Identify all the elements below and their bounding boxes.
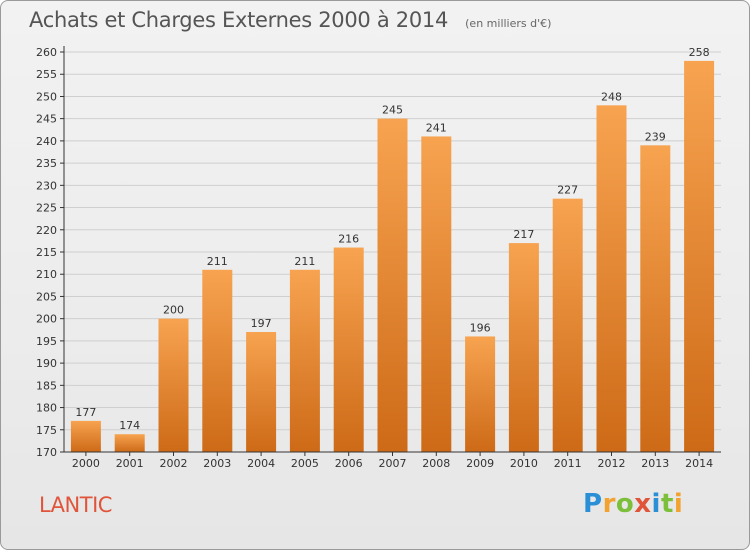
logo-letter: o	[615, 489, 635, 519]
bar-2014	[684, 60, 715, 453]
x-tick-label: 2008	[422, 457, 450, 470]
data-label: 197	[251, 317, 272, 330]
y-tick-label: 225	[36, 202, 57, 215]
bar-2010	[508, 243, 539, 452]
x-tick-label: 2006	[335, 457, 363, 470]
y-tick-label: 170	[36, 446, 57, 459]
x-tick-label: 2012	[598, 457, 626, 470]
bar-2012	[596, 105, 627, 452]
y-tick-label: 180	[36, 402, 57, 415]
data-label: 239	[645, 130, 666, 143]
bar-2011	[552, 198, 583, 452]
bar-2007	[377, 118, 408, 453]
data-label: 211	[207, 255, 228, 268]
x-tick-label: 2011	[554, 457, 582, 470]
bar-2002	[158, 318, 189, 452]
data-label: 258	[689, 46, 710, 59]
logo-letter: P	[583, 489, 603, 519]
place-name: LANTIC	[39, 493, 112, 517]
bar-2004	[246, 332, 277, 452]
x-tick-label: 2001	[116, 457, 144, 470]
y-tick-label: 215	[36, 246, 57, 259]
data-label: 211	[294, 255, 315, 268]
x-tick-label: 2014	[685, 457, 713, 470]
y-tick-label: 235	[36, 157, 57, 170]
logo-letter: t	[660, 489, 674, 519]
x-tick-label: 2009	[466, 457, 494, 470]
y-tick-label: 185	[36, 379, 57, 392]
bar-2003	[202, 269, 233, 452]
logo-letter: i	[673, 489, 684, 519]
data-label: 241	[426, 121, 447, 134]
y-tick-label: 195	[36, 335, 57, 348]
bar-2001	[114, 434, 145, 452]
data-label: 217	[513, 228, 534, 241]
y-tick-label: 205	[36, 290, 57, 303]
logo-letter: x	[634, 489, 652, 519]
y-tick-label: 230	[36, 179, 57, 192]
y-tick-label: 175	[36, 424, 57, 437]
y-tick-label: 200	[36, 313, 57, 326]
y-tick-label: 250	[36, 90, 57, 103]
data-label: 216	[338, 233, 359, 246]
y-tick-label: 210	[36, 268, 57, 281]
y-tick-label: 240	[36, 135, 57, 148]
x-tick-label: 2002	[160, 457, 188, 470]
y-tick-label: 190	[36, 357, 57, 370]
proxiti-logo: Proxiti	[583, 489, 683, 519]
x-tick-label: 2003	[203, 457, 231, 470]
logo-letter: r	[602, 489, 616, 519]
chart-subtitle: (en milliers d'€)	[465, 17, 552, 30]
bars	[70, 60, 715, 453]
data-label: 174	[119, 419, 140, 432]
axes	[60, 46, 721, 456]
x-tick-label: 2007	[379, 457, 407, 470]
x-tick-label: 2013	[641, 457, 669, 470]
y-tick-label: 260	[36, 46, 57, 59]
bar-2009	[465, 336, 496, 452]
data-label: 200	[163, 304, 184, 317]
chart-header: Achats et Charges Externes 2000 à 2014 (…	[29, 8, 551, 32]
data-label: 248	[601, 90, 622, 103]
labels: 170 175 180 185 190 195 200 205 210 215 220 225 230 2…	[36, 46, 713, 470]
y-tick-label: 220	[36, 224, 57, 237]
bar-2005	[289, 269, 320, 452]
y-tick-label: 245	[36, 113, 57, 126]
bar-2013	[640, 145, 671, 453]
data-label: 245	[382, 104, 403, 117]
x-tick-label: 2005	[291, 457, 319, 470]
data-label: 177	[75, 406, 96, 419]
bar-2008	[421, 136, 452, 452]
data-label: 227	[557, 184, 578, 197]
x-tick-label: 2010	[510, 457, 538, 470]
chart-title: Achats et Charges Externes 2000 à 2014	[29, 8, 449, 32]
y-tick-label: 255	[36, 68, 57, 81]
x-tick-label: 2004	[247, 457, 275, 470]
x-tick-label: 2000	[72, 457, 100, 470]
data-label: 196	[470, 321, 491, 334]
bar-2000	[70, 420, 101, 452]
logo-letter: i	[651, 489, 661, 519]
bar-2006	[333, 247, 364, 452]
